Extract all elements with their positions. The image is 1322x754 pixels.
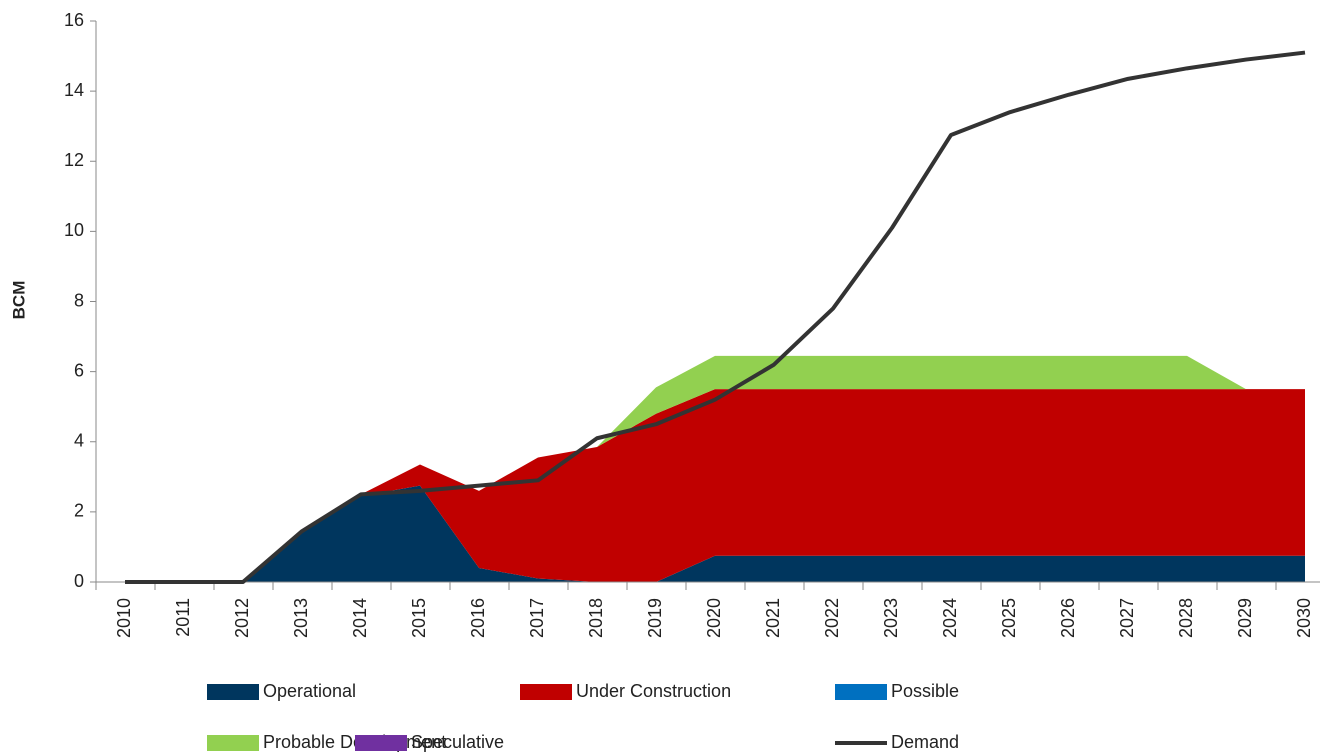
y-tick-label: 8 — [74, 290, 84, 310]
x-tick-label: 2015 — [409, 598, 429, 638]
y-tick-label: 12 — [64, 150, 84, 170]
x-tick-label: 2029 — [1235, 598, 1255, 638]
x-tick-label: 2010 — [114, 598, 134, 638]
x-tick-label: 2012 — [232, 598, 252, 638]
x-tick-label: 2028 — [1176, 598, 1196, 638]
line — [125, 50, 1306, 584]
x-tick-label: 2017 — [527, 598, 547, 638]
y-tick-label: 0 — [74, 571, 84, 591]
x-tick-label: 2027 — [1117, 598, 1137, 638]
legend-swatch — [207, 684, 259, 700]
y-tick-label: 14 — [64, 80, 84, 100]
y-tick-label: 2 — [74, 501, 84, 521]
x-tick-label: 2025 — [999, 598, 1019, 638]
x-tick-label: 2026 — [1058, 598, 1078, 638]
x-tick-label: 2019 — [645, 598, 665, 638]
legend-swatch — [520, 684, 572, 700]
x-tick-label: 2013 — [291, 598, 311, 638]
legend-label: Under Construction — [576, 681, 731, 701]
legend-label: Speculative — [411, 732, 504, 752]
y-tick-label: 6 — [74, 360, 84, 380]
legend-label: Demand — [891, 732, 959, 752]
legend-swatch — [355, 735, 407, 751]
y-tick-label: 10 — [64, 220, 84, 240]
legend-swatch — [835, 684, 887, 700]
x-tick-label: 2020 — [704, 598, 724, 638]
area — [125, 389, 1305, 582]
legend-swatch — [207, 735, 259, 751]
area — [125, 485, 1305, 582]
x-tick-label: 2018 — [586, 598, 606, 638]
area — [125, 355, 1305, 582]
x-tick-label: 2014 — [350, 598, 370, 638]
x-tick-label: 2023 — [881, 598, 901, 638]
x-tick-label: 2030 — [1294, 598, 1314, 638]
x-tick-label: 2016 — [468, 598, 488, 638]
x-tick-label: 2021 — [763, 598, 783, 638]
x-tick-label: 2022 — [822, 598, 842, 638]
y-axis-label: BCM — [9, 281, 28, 320]
y-tick-label: 4 — [74, 431, 84, 451]
y-tick-label: 16 — [64, 10, 84, 30]
x-tick-label: 2024 — [940, 598, 960, 638]
legend-label: Possible — [891, 681, 959, 701]
legend-label: Operational — [263, 681, 356, 701]
x-tick-label: 2011 — [173, 598, 193, 637]
